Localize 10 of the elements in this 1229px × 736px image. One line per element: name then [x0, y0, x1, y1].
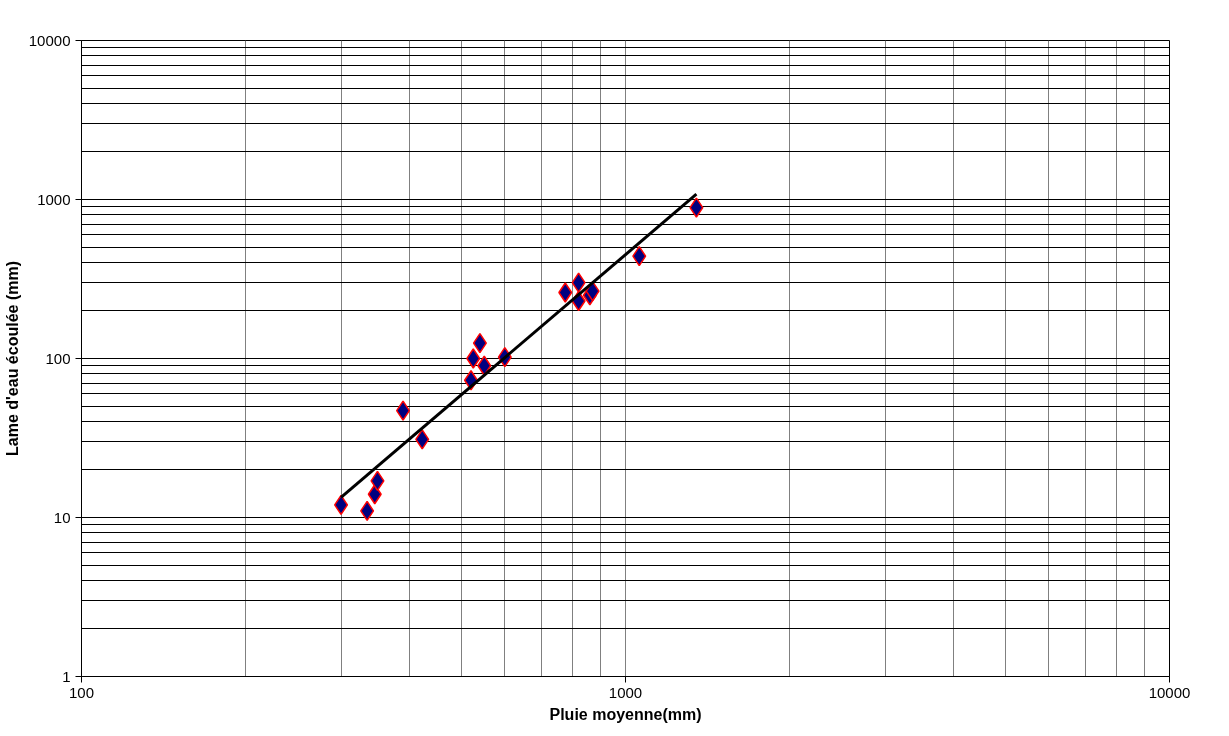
y-tick-label: 10000: [28, 31, 71, 49]
y-axis-title: Lame d'eau écoulée (mm): [3, 261, 21, 456]
x-tick-label: 100: [68, 683, 95, 701]
y-tick-label: 1: [62, 667, 71, 685]
x-tick-label: 1000: [608, 683, 643, 701]
x-tick-label: 10000: [1148, 683, 1191, 701]
y-tick-label: 100: [45, 349, 71, 367]
y-tick-label: 10: [53, 508, 71, 526]
x-axis-title: Pluie moyenne(mm): [549, 705, 702, 723]
y-tick-label: 1000: [37, 190, 71, 208]
